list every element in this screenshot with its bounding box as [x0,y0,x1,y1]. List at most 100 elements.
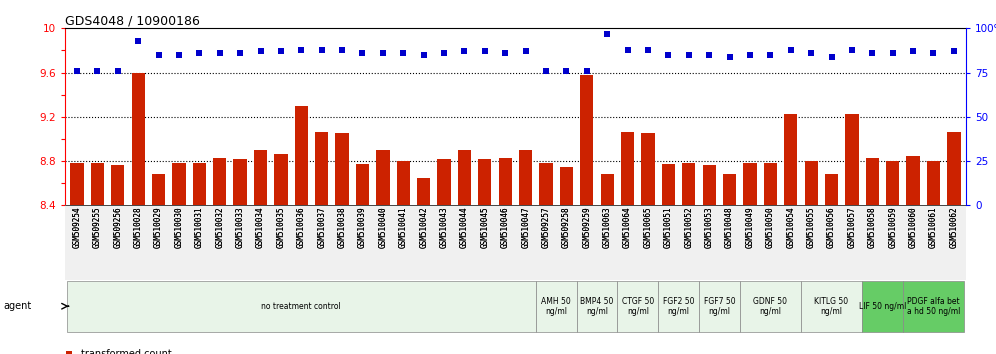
Text: GDS4048 / 10900186: GDS4048 / 10900186 [65,14,199,27]
Text: GSM510044: GSM510044 [460,207,469,249]
Text: GSM510028: GSM510028 [133,207,142,249]
Text: no treatment control: no treatment control [261,302,342,311]
Text: GSM510031: GSM510031 [195,207,204,249]
Bar [702,166,716,205]
FancyBboxPatch shape [903,281,964,332]
Text: GSM509255: GSM509255 [93,207,102,249]
Bar [499,158,512,205]
Text: GSM510049: GSM510049 [745,207,754,249]
Text: GSM510051: GSM510051 [664,207,673,249]
Text: GSM510059: GSM510059 [888,207,897,249]
Bar [825,175,839,205]
Text: GSM510030: GSM510030 [174,207,183,249]
Text: GSM510055: GSM510055 [807,207,816,249]
Bar [112,166,124,205]
Text: GSM509256: GSM509256 [114,207,123,249]
Text: GSM509254: GSM509254 [73,207,82,249]
Bar [560,167,573,205]
Bar [784,114,798,205]
Text: GSM510058: GSM510058 [868,207,876,249]
Bar [233,159,247,205]
Bar [805,161,818,205]
Text: GSM510036: GSM510036 [297,207,306,249]
Bar [661,164,675,205]
Bar [315,132,329,205]
Text: GSM510052: GSM510052 [684,207,693,249]
Text: GSM510036: GSM510036 [297,207,306,249]
Bar [641,133,654,205]
Text: GSM510058: GSM510058 [868,207,876,249]
Text: GSM510049: GSM510049 [745,207,754,249]
Text: GSM510046: GSM510046 [501,207,510,249]
Text: GSM510060: GSM510060 [908,207,917,249]
Bar [396,161,410,205]
Text: GSM510043: GSM510043 [439,207,448,249]
Text: GSM510050: GSM510050 [766,207,775,249]
Text: GSM510042: GSM510042 [419,207,428,249]
Text: GSM510059: GSM510059 [888,207,897,249]
Bar [621,132,634,205]
Text: GSM509259: GSM509259 [583,207,592,249]
Text: GSM510037: GSM510037 [317,207,327,249]
Text: AMH 50
ng/ml: AMH 50 ng/ml [542,297,571,316]
Bar [356,164,370,205]
FancyBboxPatch shape [618,281,658,332]
FancyBboxPatch shape [65,205,966,280]
Text: GSM510052: GSM510052 [684,207,693,249]
Text: GSM510039: GSM510039 [358,207,367,249]
Bar [764,163,777,205]
Text: GSM510038: GSM510038 [338,207,347,249]
Text: GSM509258: GSM509258 [562,207,571,249]
Text: GSM510062: GSM510062 [949,207,958,249]
Text: LIF 50 ng/ml: LIF 50 ng/ml [859,302,906,311]
Bar [601,175,614,205]
Text: GSM510050: GSM510050 [766,207,775,249]
Text: GSM509256: GSM509256 [114,207,123,249]
Text: agent: agent [3,301,31,311]
Text: GSM510038: GSM510038 [338,207,347,249]
Text: GSM510039: GSM510039 [358,207,367,249]
Text: GSM510047: GSM510047 [521,207,530,249]
Text: GSM510028: GSM510028 [133,207,142,249]
Text: GSM510029: GSM510029 [154,207,163,249]
Bar [458,150,471,205]
Text: GSM510063: GSM510063 [603,207,612,249]
Text: GSM510032: GSM510032 [215,207,224,249]
Text: FGF2 50
ng/ml: FGF2 50 ng/ml [662,297,694,316]
Bar [131,73,144,205]
Text: GSM510060: GSM510060 [908,207,917,249]
Bar [336,133,349,205]
Text: GSM510030: GSM510030 [174,207,183,249]
FancyBboxPatch shape [699,281,740,332]
Bar [906,155,919,205]
Text: CTGF 50
ng/ml: CTGF 50 ng/ml [622,297,654,316]
Text: GSM510031: GSM510031 [195,207,204,249]
Bar [437,159,450,205]
Text: GSM510053: GSM510053 [704,207,714,249]
Text: GSM510065: GSM510065 [643,207,652,249]
Text: GSM509255: GSM509255 [93,207,102,249]
Bar [192,163,206,205]
Bar [581,75,594,205]
Bar [417,178,430,205]
FancyBboxPatch shape [536,281,577,332]
Bar [723,175,736,205]
Text: GSM510064: GSM510064 [623,207,632,249]
Text: GSM510042: GSM510042 [419,207,428,249]
Bar [71,163,84,205]
Text: GSM510053: GSM510053 [704,207,714,249]
Text: KITLG 50
ng/ml: KITLG 50 ng/ml [815,297,849,316]
FancyBboxPatch shape [740,281,801,332]
Text: GSM510048: GSM510048 [725,207,734,249]
Text: GSM510051: GSM510051 [664,207,673,249]
Text: GSM510044: GSM510044 [460,207,469,249]
Text: GSM510062: GSM510062 [949,207,958,249]
Text: GSM510034: GSM510034 [256,207,265,249]
Text: GSM510064: GSM510064 [623,207,632,249]
Text: PDGF alfa bet
a hd 50 ng/ml: PDGF alfa bet a hd 50 ng/ml [906,297,960,316]
Bar [152,175,165,205]
Bar [274,154,288,205]
Text: GSM510032: GSM510032 [215,207,224,249]
Text: GSM509254: GSM509254 [73,207,82,249]
Bar [254,150,267,205]
